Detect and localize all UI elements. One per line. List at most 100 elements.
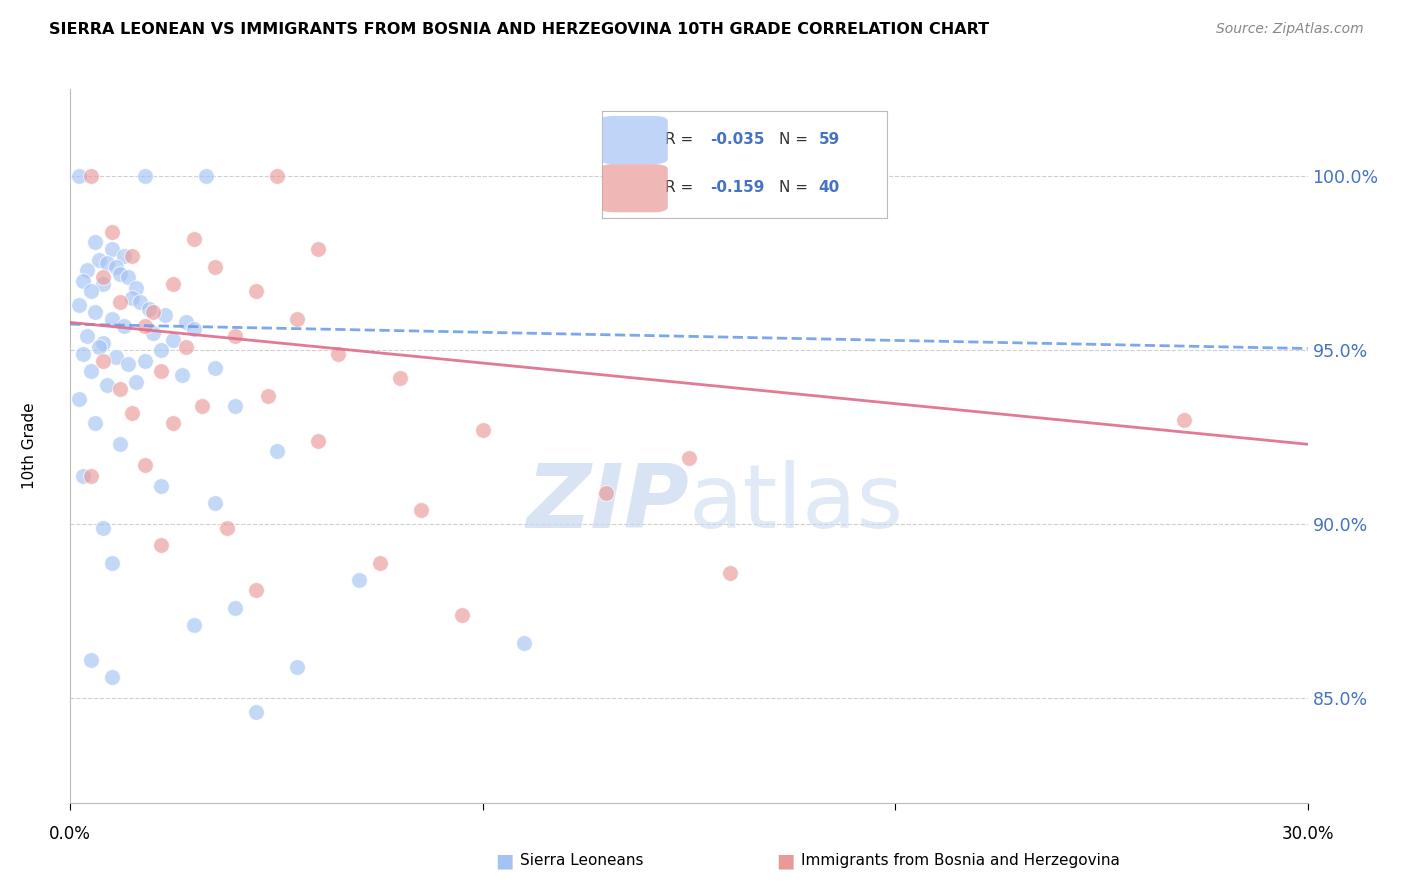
Point — [80, 364, 103, 378]
Point — [204, 260, 226, 274]
Point — [76, 263, 98, 277]
Text: 10th Grade: 10th Grade — [22, 402, 37, 490]
Point — [104, 260, 127, 274]
Point — [142, 326, 165, 340]
Text: atlas: atlas — [689, 459, 904, 547]
Point — [121, 406, 143, 420]
Point — [117, 357, 139, 371]
Point — [72, 274, 94, 288]
Point — [91, 336, 114, 351]
Point — [134, 169, 156, 184]
Point — [471, 423, 494, 437]
Point — [224, 399, 246, 413]
Point — [162, 277, 184, 292]
Point — [266, 169, 288, 184]
Point — [174, 315, 197, 329]
Point — [108, 294, 131, 309]
Point — [1173, 413, 1195, 427]
Point — [150, 364, 173, 378]
Point — [150, 479, 173, 493]
Point — [183, 232, 205, 246]
Text: 30.0%: 30.0% — [1281, 825, 1334, 843]
Point — [183, 618, 205, 632]
Point — [108, 267, 131, 281]
Text: Source: ZipAtlas.com: Source: ZipAtlas.com — [1216, 22, 1364, 37]
Point — [368, 556, 391, 570]
Point — [108, 437, 131, 451]
Point — [204, 360, 226, 375]
Point — [150, 538, 173, 552]
Point — [245, 583, 267, 598]
Point — [67, 298, 90, 312]
Point — [96, 378, 118, 392]
Point — [224, 329, 246, 343]
Point — [134, 318, 156, 333]
Point — [174, 340, 197, 354]
Point — [285, 660, 308, 674]
Point — [245, 284, 267, 298]
Point — [285, 312, 308, 326]
Point — [89, 252, 111, 267]
Point — [170, 368, 193, 382]
Point — [91, 353, 114, 368]
Point — [112, 249, 135, 263]
Text: ■: ■ — [776, 851, 794, 871]
Point — [100, 671, 122, 685]
Point — [89, 340, 111, 354]
Point — [129, 294, 152, 309]
Point — [84, 235, 107, 250]
Point — [67, 392, 90, 406]
Point — [100, 312, 122, 326]
Point — [121, 249, 143, 263]
Point — [191, 399, 214, 413]
Point — [513, 635, 536, 649]
Point — [142, 305, 165, 319]
Text: ZIP: ZIP — [526, 459, 689, 547]
Point — [76, 329, 98, 343]
Point — [100, 556, 122, 570]
Point — [257, 388, 280, 402]
Point — [307, 434, 329, 448]
Point — [718, 566, 741, 580]
Point — [307, 243, 329, 257]
Point — [112, 318, 135, 333]
Point — [328, 347, 350, 361]
Point — [245, 706, 267, 720]
Point — [761, 169, 783, 184]
Point — [266, 444, 288, 458]
Point — [67, 169, 90, 184]
Point — [80, 284, 103, 298]
Point — [195, 169, 218, 184]
Point — [134, 353, 156, 368]
Point — [451, 607, 474, 622]
Point — [117, 270, 139, 285]
Point — [678, 451, 700, 466]
Point — [215, 521, 238, 535]
Point — [224, 600, 246, 615]
Text: 0.0%: 0.0% — [49, 825, 91, 843]
Text: Immigrants from Bosnia and Herzegovina: Immigrants from Bosnia and Herzegovina — [801, 854, 1121, 868]
Point — [347, 573, 370, 587]
Point — [72, 468, 94, 483]
Point — [108, 382, 131, 396]
Point — [84, 305, 107, 319]
Point — [389, 371, 412, 385]
Point — [134, 458, 156, 472]
Point — [150, 343, 173, 358]
Point — [125, 375, 148, 389]
Point — [153, 309, 176, 323]
Point — [91, 277, 114, 292]
Point — [162, 333, 184, 347]
Point — [80, 169, 103, 184]
Point — [204, 496, 226, 510]
Point — [72, 347, 94, 361]
Point — [91, 270, 114, 285]
Point — [121, 291, 143, 305]
Point — [96, 256, 118, 270]
Point — [183, 322, 205, 336]
Point — [104, 350, 127, 364]
Point — [100, 243, 122, 257]
Point — [138, 301, 160, 316]
Point — [595, 486, 617, 500]
Text: ■: ■ — [495, 851, 513, 871]
